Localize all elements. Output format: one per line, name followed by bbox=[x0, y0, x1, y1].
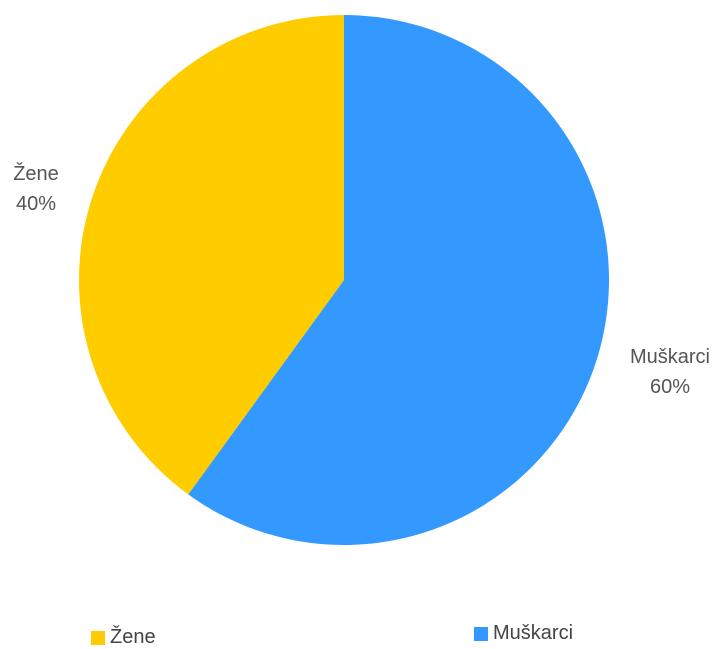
pie-labels: Žene 40% Muškarci 60% bbox=[13, 162, 710, 398]
pie-slice-muskarci[interactable] bbox=[188, 15, 609, 545]
slice-value-muskarci: 60% bbox=[650, 376, 690, 398]
legend-item-muskarci[interactable]: Muškarci bbox=[474, 622, 573, 645]
legend-item-zene[interactable]: Žene bbox=[91, 626, 156, 649]
legend-label-zene: Žene bbox=[110, 626, 156, 648]
chart-legend: Žene Muškarci bbox=[0, 620, 720, 648]
slice-label-muskarci: Muškarci bbox=[630, 346, 710, 368]
slice-label-zene: Žene bbox=[13, 162, 59, 185]
legend-label-muskarci: Muškarci bbox=[493, 622, 574, 644]
pie-chart: Žene 40% Muškarci 60% bbox=[13, 15, 710, 545]
legend-swatch-zene bbox=[91, 630, 105, 645]
pie-slices bbox=[79, 15, 609, 545]
pie-slice-zene[interactable] bbox=[79, 15, 344, 495]
legend-swatch-muskarci bbox=[474, 626, 488, 641]
slice-value-zene: 40% bbox=[16, 193, 56, 215]
